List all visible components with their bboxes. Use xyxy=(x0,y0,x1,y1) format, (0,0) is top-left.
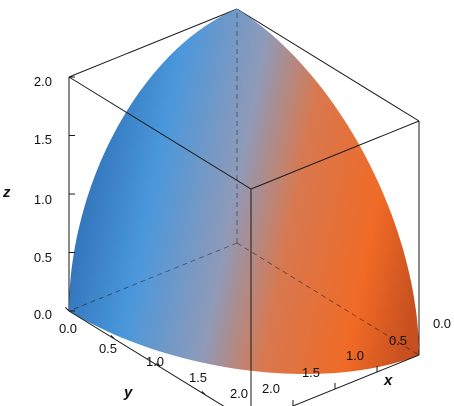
y-axis: 0.0 0.5 1.0 1.5 2.0 y xyxy=(59,321,248,401)
x-tick-mark xyxy=(156,363,161,368)
z-tick-label: 0.5 xyxy=(34,250,52,265)
x-tick-mark xyxy=(65,307,70,312)
x-axis: 0.0 0.5 1.0 1.5 2.0 x xyxy=(262,316,451,396)
x-tick-label: 0.0 xyxy=(433,316,451,331)
y-tick-label: 0.0 xyxy=(59,321,77,336)
z-axis: 0.0 0.5 1.0 1.5 2.0 z xyxy=(2,74,52,322)
hidden-box-edge xyxy=(68,242,238,312)
z-tick-label: 1.0 xyxy=(34,192,52,207)
z-tick-label: 1.5 xyxy=(34,132,52,147)
sphere-octant-surface xyxy=(69,9,419,374)
z-tick-label: 2.0 xyxy=(34,74,52,89)
x-tick-mark xyxy=(201,391,206,396)
box-front-edges xyxy=(65,76,420,406)
z-axis-label: z xyxy=(2,184,11,201)
hidden-box-edges xyxy=(68,9,420,356)
box-edge xyxy=(236,8,420,122)
y-axis-label: y xyxy=(123,384,133,401)
box-edge xyxy=(68,8,238,78)
box-back-edges xyxy=(68,8,420,355)
x-tick-label: 1.5 xyxy=(302,365,320,380)
x-tick-mark xyxy=(110,335,115,340)
y-tick-label: 1.0 xyxy=(146,354,164,369)
z-tick-label: 0.0 xyxy=(34,307,52,322)
x-tick-label: 0.5 xyxy=(389,333,407,348)
y-tick-label: 0.5 xyxy=(99,341,117,356)
box-edge xyxy=(68,76,252,190)
x-tick-label: 1.0 xyxy=(346,348,364,363)
x-axis-label: x xyxy=(383,372,393,389)
y-tick-label: 1.5 xyxy=(189,370,207,385)
x-tick-label: 2.0 xyxy=(262,381,280,396)
y-tick-label: 2.0 xyxy=(230,386,248,401)
box-edge xyxy=(250,120,420,190)
